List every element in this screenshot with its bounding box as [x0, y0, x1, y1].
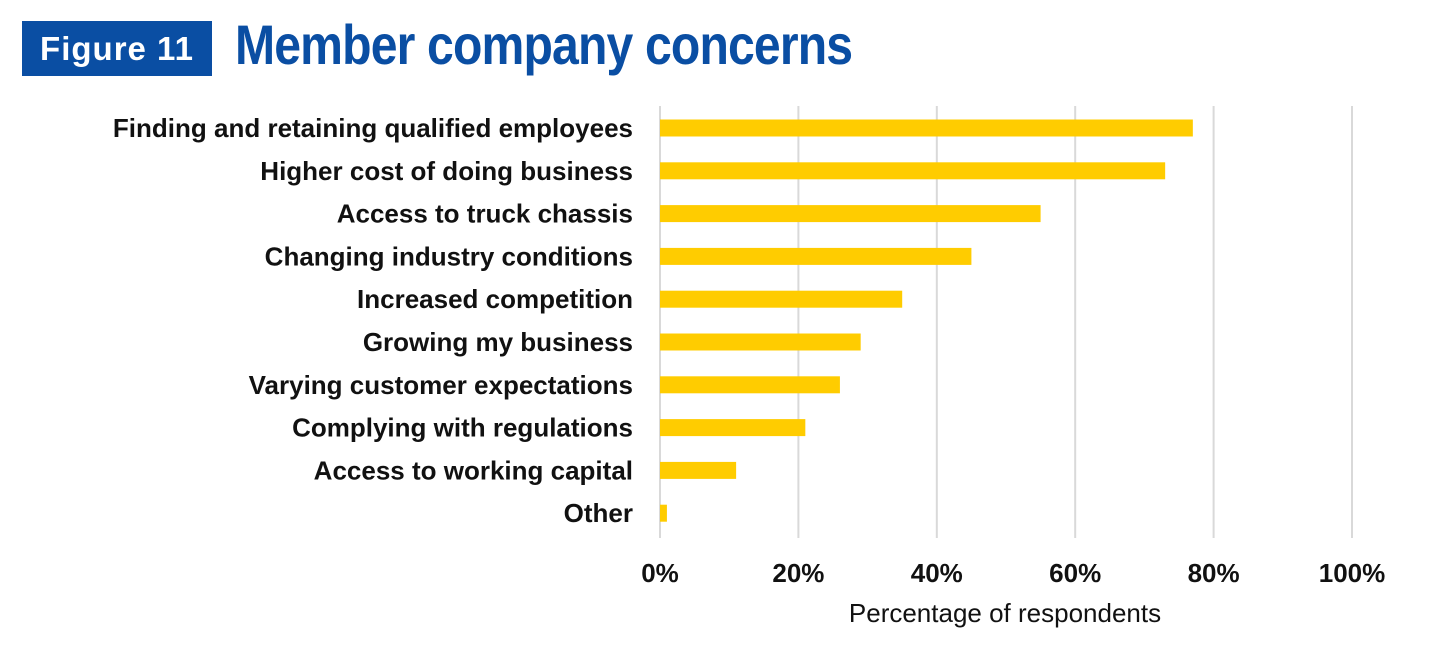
- x-tick-label: 0%: [641, 558, 679, 588]
- bar: [660, 290, 903, 308]
- bar: [660, 205, 1041, 223]
- chart-title: Member company concerns: [235, 13, 853, 76]
- bar: [660, 376, 840, 394]
- category-label: Varying customer expectations: [249, 370, 633, 400]
- category-label: Increased competition: [357, 284, 633, 314]
- x-tick-label: 20%: [772, 558, 824, 588]
- x-tick-label: 80%: [1188, 558, 1240, 588]
- bar: [660, 162, 1166, 180]
- x-axis-title: Percentage of respondents: [849, 598, 1161, 628]
- category-label: Growing my business: [363, 327, 633, 357]
- category-label: Higher cost of doing business: [260, 156, 633, 186]
- bar: [660, 119, 1193, 137]
- bar: [660, 461, 737, 479]
- figure-badge: Figure 11: [22, 21, 212, 76]
- x-tick-label: 100%: [1319, 558, 1386, 588]
- category-label: Access to truck chassis: [337, 199, 633, 229]
- category-label: Changing industry conditions: [265, 241, 633, 271]
- category-label: Access to working capital: [314, 455, 633, 485]
- category-labels: Finding and retaining qualified employee…: [113, 113, 633, 528]
- bar: [660, 247, 972, 265]
- bar: [660, 333, 861, 351]
- x-tick-label: 60%: [1049, 558, 1101, 588]
- bar: [660, 504, 667, 522]
- category-label: Finding and retaining qualified employee…: [113, 113, 633, 143]
- category-label: Complying with regulations: [292, 413, 633, 443]
- bar: [660, 419, 806, 437]
- x-tick-labels: 0% 20% 40% 60% 80% 100%: [641, 558, 1385, 588]
- category-label: Other: [564, 498, 633, 528]
- bars: [660, 119, 1193, 522]
- x-tick-label: 40%: [911, 558, 963, 588]
